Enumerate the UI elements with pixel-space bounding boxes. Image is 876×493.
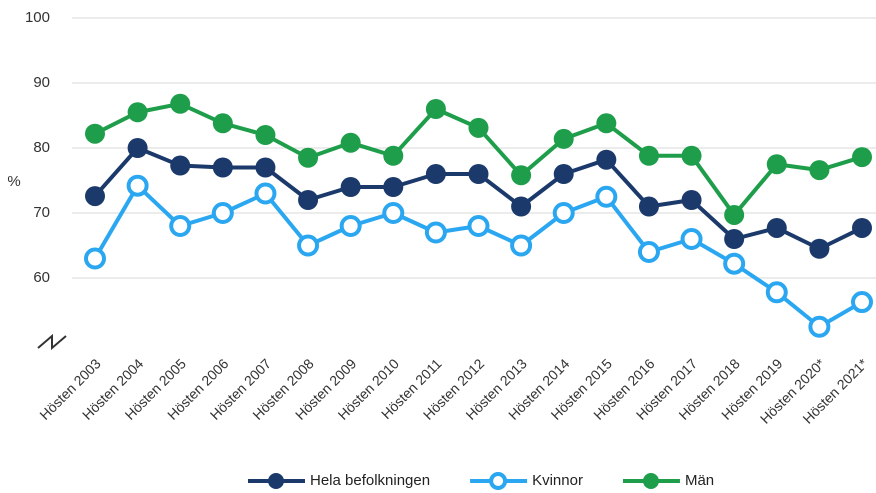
data-point [596,113,617,134]
data-point [681,145,702,166]
axis-break [37,333,67,351]
data-point [638,145,659,166]
legend-marker [489,472,508,490]
data-point [425,99,446,119]
data-point [852,217,872,238]
data-point [424,221,447,244]
data-point [510,234,533,257]
data-point [425,164,446,184]
legend-label: Hela befolkningen [310,472,430,489]
data-point [468,164,489,184]
y-tick-label: 70 [33,204,50,221]
data-point [84,247,106,270]
data-point [638,196,659,217]
data-point [809,238,830,259]
y-axis-label: % [7,173,20,190]
y-tick-label: 80 [33,139,50,156]
data-point [339,215,362,237]
data-point [765,281,788,304]
data-point [255,157,276,178]
data-point [723,252,746,275]
legend-label: Kvinnor [532,472,583,489]
legend-marker [642,473,659,489]
data-point [126,174,149,197]
data-point [724,229,745,249]
data-point [127,102,148,123]
data-point [383,145,404,166]
data-point [298,147,319,168]
y-tick-label: 90 [33,74,50,91]
legend-marker [268,473,284,489]
data-point [85,186,105,207]
data-point [511,196,532,217]
data-point [852,147,872,168]
data-point [382,202,405,224]
data-point [340,132,361,153]
data-point [766,217,787,238]
data-point [212,157,233,178]
data-point [552,202,575,224]
data-point [724,204,745,225]
data-point [766,154,787,175]
data-point [212,113,233,134]
series-line [93,183,864,329]
data-point [851,291,873,314]
data-point [127,138,148,158]
data-point [595,185,618,208]
legend-label: Män [685,472,714,489]
data-point [468,117,489,138]
data-point [297,234,320,257]
data-point [340,177,361,197]
data-point [254,182,277,205]
data-point [170,93,191,114]
data-point [808,315,831,338]
data-point [298,190,319,210]
data-point [467,215,490,237]
data-point [211,202,234,224]
data-point [553,128,574,149]
data-point [596,149,617,170]
data-point [680,228,703,250]
y-tick-label: 100 [25,9,50,26]
y-tick-label: 60 [33,269,50,286]
data-point [637,241,660,263]
data-point [511,165,532,186]
data-point [169,215,192,237]
data-point [170,155,191,176]
data-point [255,125,276,145]
data-point [85,123,105,144]
data-point [553,164,574,184]
data-point [809,160,830,181]
data-point [681,190,702,210]
data-point [383,177,404,197]
